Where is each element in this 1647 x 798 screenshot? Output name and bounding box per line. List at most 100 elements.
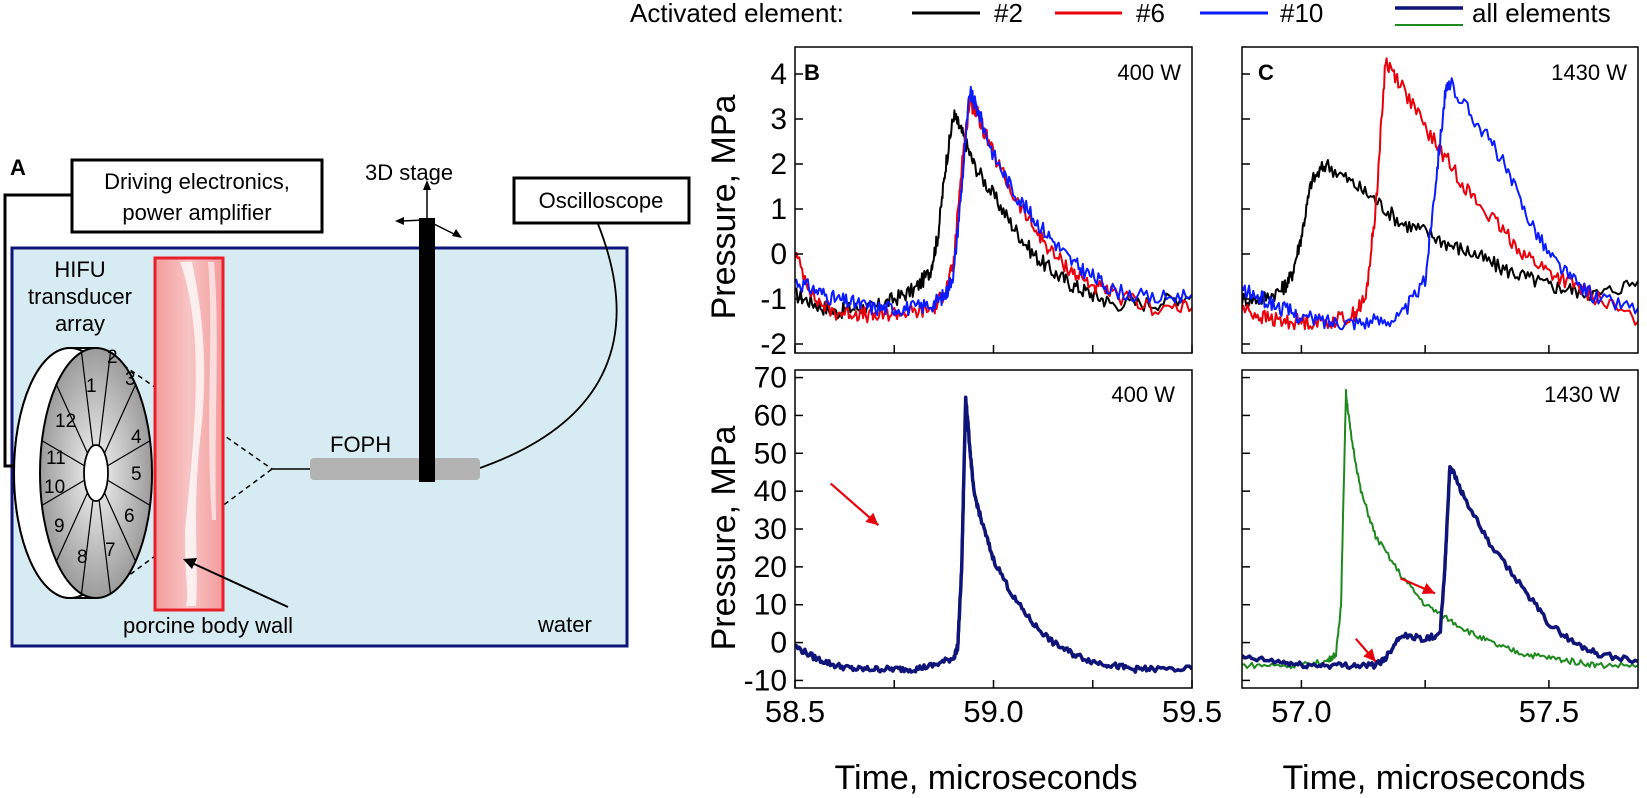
element-number-5: 5 (131, 464, 142, 485)
y-tick-label: 50 (754, 437, 787, 470)
driving-label-2: power amplifier (122, 200, 271, 225)
y-tick-label: 1 (770, 193, 787, 226)
element-number-12: 12 (55, 411, 76, 432)
y-tick-label: 60 (754, 399, 787, 432)
element-number-10: 10 (44, 477, 65, 498)
y-tick-label: 40 (754, 475, 787, 508)
y-tick-label: 30 (754, 513, 787, 546)
series-line--2 (1242, 159, 1638, 307)
power-label-b-bottom: 400 W (1111, 382, 1175, 407)
element-number-6: 6 (124, 506, 135, 527)
y-tick-label: 0 (770, 627, 787, 660)
series-line-all-elements-blue- (1242, 465, 1638, 670)
foph-label: FOPH (330, 432, 391, 457)
element-number-11: 11 (46, 448, 66, 469)
hifu-label-2: transducer (28, 284, 132, 309)
body-wall-label: porcine body wall (123, 613, 293, 638)
y-tick-label: 4 (770, 58, 787, 91)
element-number-2: 2 (107, 347, 118, 368)
body-wall-pointer-head (183, 558, 197, 569)
x-tick-label: 57.5 (1519, 694, 1579, 729)
legend-label-all: all elements (1472, 0, 1611, 28)
focus-line-top (115, 359, 273, 470)
element-number-1: 1 (86, 376, 97, 397)
plot-frame (1241, 369, 1639, 689)
y-tick-label: -1 (760, 283, 787, 316)
y-tick-label: 2 (770, 148, 787, 181)
plot-frame (794, 369, 1193, 689)
power-label-c-top: 1430 W (1551, 60, 1627, 85)
annotation-arrowhead (1421, 583, 1436, 595)
x-tick-label: 59.5 (1162, 694, 1222, 729)
y-tick-label: 3 (770, 103, 787, 136)
legend: Activated element: #2 #6 #10 all element… (630, 0, 1611, 28)
power-label-b-top: 400 W (1117, 60, 1181, 85)
chart-panel-B-top: -2 -1 0 1 2 3 4 (760, 46, 1193, 361)
transducer-segment-divider (107, 440, 151, 467)
stage-arrowhead-left (395, 217, 404, 225)
hifu-label-3: array (55, 311, 105, 336)
element-number-3: 3 (125, 369, 136, 390)
stage-rod-front (419, 452, 435, 482)
stage-label: 3D stage (365, 160, 453, 185)
body-wall-fat-streak-2 (208, 262, 217, 520)
annotation-arrowhead (1363, 648, 1376, 662)
oscilloscope-cable (479, 223, 618, 469)
y-tick-label: 20 (754, 551, 787, 584)
oscilloscope-label: Oscilloscope (539, 188, 664, 213)
y-tick-label: 70 (754, 362, 787, 395)
x-tick-label: 57.0 (1271, 694, 1331, 729)
x-tick-label: 58.5 (765, 694, 825, 729)
element-number-4: 4 (131, 427, 142, 448)
legend-label-10: #10 (1280, 0, 1323, 28)
xlabel-b: Time, microseconds (835, 759, 1138, 797)
transducer-segment-divider (55, 384, 89, 454)
series-line-all-elements (795, 395, 1192, 674)
panel-letter-c: C (1258, 60, 1274, 85)
legend-label-6: #6 (1136, 0, 1165, 28)
series-line--6 (795, 95, 1192, 324)
series-line--6 (1242, 57, 1638, 331)
element-number-9: 9 (54, 516, 65, 537)
chart-panel-B-bottom: -10 0 10 20 30 40 50 60 70 58.5 59.0 59.5 (744, 362, 1223, 729)
series-line--2 (795, 109, 1192, 320)
transducer-segment-lines (41, 352, 151, 594)
element-number-8: 8 (77, 547, 88, 568)
legend-label-2: #2 (994, 0, 1023, 28)
water-label: water (537, 612, 592, 637)
power-label-c-bottom: 1430 W (1544, 382, 1620, 407)
transducer-segment-divider (103, 384, 137, 454)
transducer-segment-divider (107, 479, 151, 506)
foph-probe (310, 458, 480, 480)
chart-panel-C-top (1241, 46, 1639, 354)
transducer-segment-divider (103, 492, 137, 562)
chart-panel-C-bottom: 57.0 57.5 (1241, 369, 1639, 729)
hifu-label-1: HIFU (54, 257, 105, 282)
element-number-7: 7 (105, 540, 116, 561)
y-tick-label: 10 (754, 589, 787, 622)
ylabel-top: Pressure, MPa (705, 94, 743, 319)
stage-rod (419, 218, 435, 480)
annotation-arrowhead (865, 512, 879, 526)
series-line--10 (795, 85, 1192, 317)
chart-labels: B 400 W C 1430 W 400 W 1430 W Pressure, … (705, 60, 1627, 797)
x-tick-label: 59.0 (963, 694, 1023, 729)
series-line-all-elements-green- (1242, 388, 1638, 670)
transducer-segment-divider (80, 499, 94, 594)
xlabel-c: Time, microseconds (1283, 759, 1586, 797)
oscilloscope-box (512, 176, 691, 225)
transducer-segment-divider (80, 352, 94, 447)
body-wall-pointer (191, 562, 289, 608)
transducer-segment-divider (98, 499, 112, 594)
panel-letter-a: A (10, 155, 26, 180)
stage-arrowhead-up (423, 180, 431, 190)
driving-label-1: Driving electronics, (104, 169, 290, 194)
plot-frame (1241, 46, 1639, 354)
panel-letter-b: B (804, 60, 820, 85)
series-line--10 (1242, 77, 1638, 331)
setup-diagram: A Driving electronics, power amplifier O… (3, 155, 691, 648)
focus-line-bottom (115, 468, 273, 586)
y-tick-label: -10 (744, 664, 787, 697)
